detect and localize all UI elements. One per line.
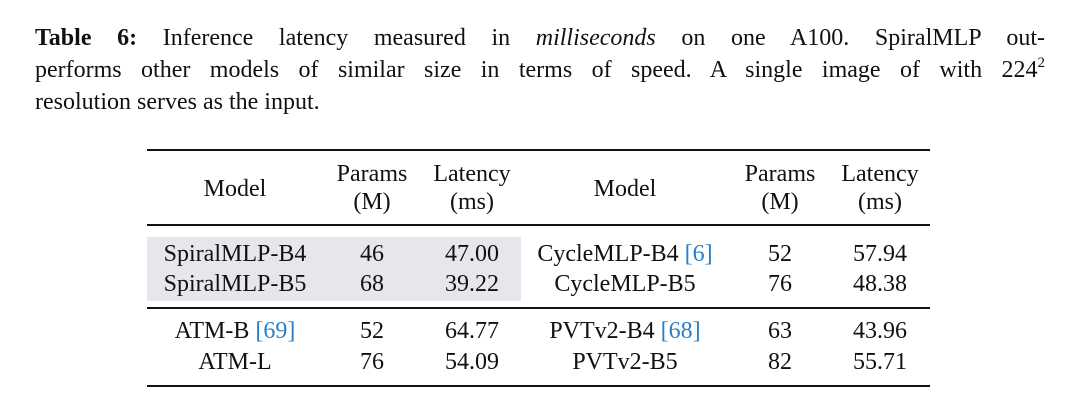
caption-text: on one A100. SpiralMLP out- bbox=[655, 25, 1045, 51]
caption-text: Inference latency measured in bbox=[137, 25, 536, 51]
group-rule bbox=[147, 307, 930, 309]
citation: [69] bbox=[255, 318, 296, 344]
model-name: ATM-L bbox=[198, 349, 272, 375]
model-name: CycleMLP-B4 bbox=[537, 241, 679, 267]
model-name: ATM-B bbox=[174, 318, 250, 344]
table-cell: 63 bbox=[768, 318, 792, 344]
header-text: Model bbox=[203, 176, 267, 202]
table-cell: 57.94 bbox=[853, 241, 907, 267]
table-cell: 76 bbox=[768, 271, 792, 297]
header-text: Latency bbox=[433, 161, 511, 187]
header-cell: Params (M) bbox=[337, 160, 408, 216]
header-text: (ms) bbox=[857, 189, 902, 215]
header-cell: Model bbox=[204, 175, 267, 203]
table-cell: 43.96 bbox=[853, 318, 907, 344]
caption-emphasis: milliseconds bbox=[535, 25, 656, 51]
header-cell: Model bbox=[594, 175, 657, 203]
table-cell: 64.77 bbox=[445, 318, 499, 344]
header-text: Params bbox=[336, 161, 408, 187]
table-cell: 68 bbox=[360, 271, 384, 297]
highlight bbox=[147, 237, 521, 301]
header-text: (ms) bbox=[449, 189, 494, 215]
caption-text: resolution serves as the input. bbox=[35, 89, 320, 115]
table-cell: 47.00 bbox=[445, 241, 499, 267]
table-cell: 54.09 bbox=[445, 349, 499, 375]
citation: [6] bbox=[684, 241, 713, 267]
citation: [68] bbox=[660, 318, 701, 344]
table-cell: ATM-B [69] bbox=[175, 317, 296, 345]
table-cell: ATM-L bbox=[198, 348, 271, 376]
caption-line: performs other models of similar size in… bbox=[35, 54, 1045, 86]
top-rule bbox=[147, 149, 930, 151]
header-text: Latency bbox=[841, 161, 919, 187]
caption-text: performs other models of similar size in… bbox=[35, 57, 1038, 83]
bottom-rule bbox=[147, 385, 930, 387]
model-name: CycleMLP-B5 bbox=[554, 271, 696, 297]
table-cell: 52 bbox=[360, 318, 384, 344]
header-cell: Latency (ms) bbox=[841, 160, 918, 216]
table-cell: 52 bbox=[768, 241, 792, 267]
table-cell: SpiralMLP-B5 bbox=[164, 270, 307, 298]
caption-label: Table 6: bbox=[35, 25, 138, 51]
header-text: Params bbox=[744, 161, 816, 187]
caption-superscript: 2 bbox=[1037, 55, 1046, 71]
table-cell: SpiralMLP-B4 bbox=[164, 240, 307, 268]
model-name: SpiralMLP-B5 bbox=[163, 271, 307, 297]
table-cell: 82 bbox=[768, 349, 792, 375]
caption-line: resolution serves as the input. bbox=[35, 86, 1045, 118]
model-name: SpiralMLP-B4 bbox=[163, 241, 307, 267]
model-name: PVTv2-B4 bbox=[549, 318, 655, 344]
table-cell: PVTv2-B5 bbox=[572, 348, 677, 376]
header-text: Model bbox=[593, 176, 657, 202]
header-text: (M) bbox=[353, 189, 391, 215]
header-text: (M) bbox=[761, 189, 799, 215]
table-cell: 76 bbox=[360, 349, 384, 375]
header-cell: Params (M) bbox=[745, 160, 816, 216]
table-cell: 48.38 bbox=[853, 271, 907, 297]
mid-rule bbox=[147, 224, 930, 226]
model-name: PVTv2-B5 bbox=[572, 349, 678, 375]
table-cell: 55.71 bbox=[853, 349, 907, 375]
header-cell: Latency (ms) bbox=[433, 160, 510, 216]
table-cell: CycleMLP-B4 [6] bbox=[537, 240, 712, 268]
table-cell: CycleMLP-B5 bbox=[554, 270, 695, 298]
table-cell: PVTv2-B4 [68] bbox=[549, 317, 700, 345]
caption-line: Table 6: Inference latency measured in m… bbox=[35, 22, 1045, 54]
table-cell: 39.22 bbox=[445, 271, 499, 297]
table-cell: 46 bbox=[360, 241, 384, 267]
